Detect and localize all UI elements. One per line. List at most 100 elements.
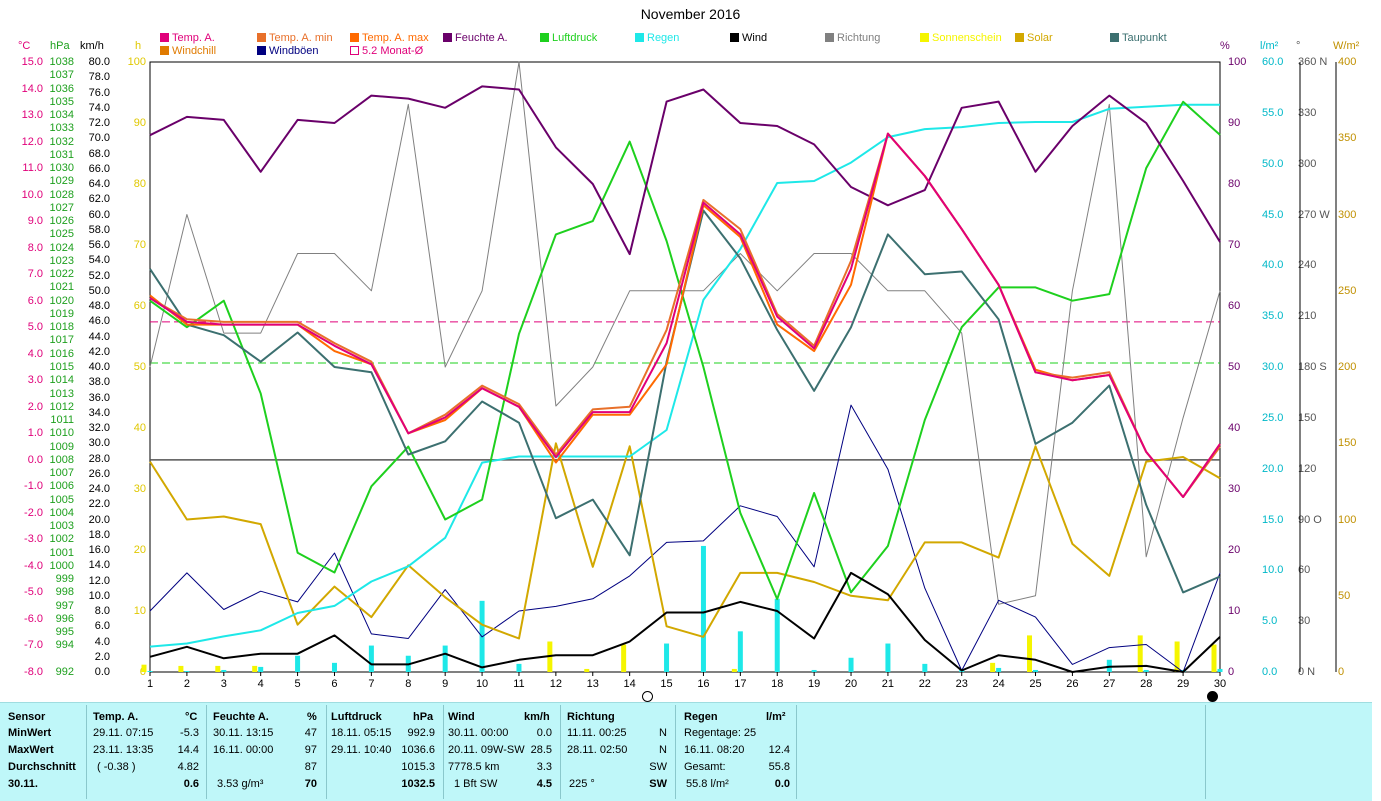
- x-tick-label: 7: [368, 678, 375, 690]
- x-tick-label: 6: [331, 678, 338, 690]
- direction-min-value: N: [659, 727, 667, 739]
- x-tick-label: 10: [475, 678, 489, 690]
- legend-label: Regen: [647, 32, 680, 44]
- series-line-luftdruck: [149, 100, 1221, 601]
- sun-tick-label: 10: [133, 605, 146, 617]
- wind-max-value: 28.5: [530, 744, 552, 756]
- pressure-tick-label: 999: [55, 573, 74, 586]
- temp-header: Temp. A.: [93, 711, 139, 723]
- rain-tick-label: 0.0: [1262, 666, 1278, 678]
- x-tick-label: 13: [586, 678, 599, 690]
- x-tick-label: 14: [623, 678, 636, 690]
- legend-swatch: [635, 33, 644, 42]
- direction-tick-label: 210: [1298, 310, 1317, 323]
- wind-tick-label: 32.0: [88, 422, 110, 434]
- wind-tick-label: 64.0: [88, 178, 110, 190]
- wind-tick-label: 58.0: [88, 223, 110, 236]
- wind-tick-label: 14.0: [88, 559, 110, 572]
- legend-swatch: [350, 33, 359, 42]
- humidity-tick-label: 10: [1228, 605, 1241, 617]
- humidity-tick-label: 0: [1228, 666, 1235, 678]
- pressure-tick-label: 1026: [49, 215, 74, 228]
- wind-tick-label: 60.0: [88, 208, 110, 221]
- legend-label: Windböen: [269, 45, 319, 57]
- pressure-tick-label: 995: [55, 626, 74, 639]
- pressure-tick-label: 992: [55, 666, 74, 678]
- wind-tick-label: 16.0: [88, 544, 110, 556]
- x-tick-label: 29: [1176, 678, 1190, 690]
- rain-max-time: 16.11. 08:20: [684, 744, 745, 756]
- rain-tick-label: 60.0: [1262, 56, 1284, 68]
- direction-header: Richtung: [567, 711, 615, 723]
- solar-tick-label: 250: [1338, 284, 1357, 297]
- humidity-tick-label: 40: [1228, 422, 1241, 434]
- direction-avg-value: SW: [649, 761, 667, 773]
- x-tick-label: 27: [1103, 678, 1116, 690]
- series-line-windb-en: [149, 404, 1221, 673]
- rain-tick-label: 55.0: [1262, 106, 1284, 119]
- temp-tick-label: 15.0: [21, 56, 43, 68]
- pressure-tick-label: 1007: [49, 467, 74, 480]
- legend-swatch: [1015, 33, 1024, 42]
- humidity-unit: %: [307, 711, 317, 723]
- temp-tick-label: 5.0: [27, 321, 43, 334]
- pressure-tick-label: 1029: [49, 175, 74, 188]
- legend-label: Taupunkt: [1122, 32, 1167, 44]
- pressure-tick-label: 1032: [49, 135, 74, 148]
- pressure-tick-label: 1035: [49, 95, 74, 108]
- wind-tick-label: 36.0: [88, 391, 110, 404]
- rain-bar: [331, 662, 337, 672]
- rain-column: Regen l/m² Regentage: 25 16.11. 08:20 12…: [676, 703, 796, 801]
- wind-min-time: 30.11. 00:00: [448, 727, 509, 739]
- rain-total-value: 55.8: [768, 761, 790, 773]
- rain-tick-label: 45.0: [1262, 208, 1284, 221]
- legend-swatch: [257, 46, 266, 55]
- direction-tick-label: 120: [1298, 462, 1317, 475]
- new-moon-icon: [1206, 691, 1218, 702]
- direction-max-time: 28.11. 02:50: [567, 744, 628, 756]
- pressure-max-value: 1036.6: [401, 744, 435, 756]
- rain-tick-label: 30.0: [1262, 361, 1284, 373]
- weather-chart: [141, 61, 1337, 676]
- rain-tick-label: 15.0: [1262, 513, 1284, 526]
- temp-today-value: 0.6: [183, 778, 199, 790]
- legend-item: Wind: [730, 32, 767, 44]
- wind-tick-label: 50.0: [88, 284, 110, 297]
- rain-max-value: 12.4: [768, 744, 790, 756]
- temp-tick-label: -2.0: [24, 506, 43, 519]
- humidity-tick-label: 50: [1228, 361, 1241, 373]
- pressure-tick-label: 1005: [49, 493, 74, 506]
- humidity-tick-label: 60: [1228, 300, 1241, 312]
- sun-tick-label: 20: [133, 544, 146, 556]
- wind-tick-label: 40.0: [88, 361, 110, 373]
- x-tick-label: 21: [881, 678, 895, 690]
- x-tick-label: 28: [1140, 678, 1153, 690]
- pressure-tick-label: 996: [55, 612, 74, 625]
- rain-tick-label: 20.0: [1262, 462, 1284, 475]
- wind-tick-label: 26.0: [88, 467, 110, 480]
- pressure-tick-label: 1019: [49, 307, 74, 320]
- chart-title: November 2016: [640, 6, 741, 22]
- rain-bar: [258, 666, 264, 672]
- humidity-tick-label: 90: [1228, 117, 1241, 129]
- wind-tick-label: 70.0: [88, 132, 110, 145]
- legend-swatch: [825, 33, 834, 42]
- rain-bar: [368, 645, 374, 672]
- statistics-panel: Sensor MinWert MaxWert Durchschnitt 30.1…: [0, 702, 1372, 801]
- sun-tick-label: 40: [133, 422, 146, 434]
- wind-tick-label: 34.0: [88, 406, 110, 419]
- pressure-max-time: 29.11. 10:40: [331, 744, 392, 756]
- series-line-richtung: [149, 61, 1221, 605]
- x-tick-label: 12: [549, 678, 562, 690]
- pressure-tick-label: 1017: [49, 334, 74, 347]
- humidity-tick-label: 70: [1228, 239, 1241, 251]
- wind-avg-value: 3.3: [536, 761, 552, 773]
- full-moon-icon: [642, 691, 654, 702]
- temp-min-time: 29.11. 07:15: [93, 727, 154, 739]
- pressure-tick-label: 1006: [49, 480, 74, 493]
- temp-unit: °C: [185, 711, 198, 723]
- temp-tick-label: -3.0: [24, 533, 43, 546]
- temp-axis-unit: °C: [18, 40, 31, 52]
- pressure-tick-label: 1008: [49, 453, 74, 466]
- sunshine-bar: [990, 662, 996, 672]
